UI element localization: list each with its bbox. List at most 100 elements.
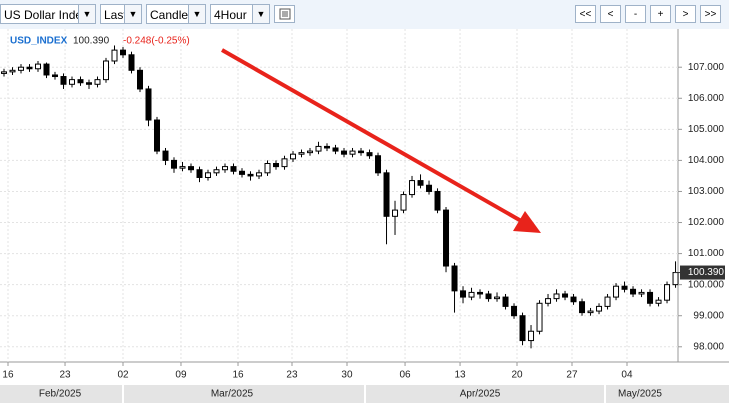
candle-body [60,76,67,85]
nav-button[interactable]: < [600,5,621,23]
candle-body [655,299,662,304]
candle-body [188,166,195,171]
candle-body [26,66,33,70]
candle-body [468,291,475,298]
candle-body [664,284,671,301]
candle-body [77,79,84,84]
candle-body [400,194,407,211]
candle-body [0,71,7,74]
candle-body [528,330,535,342]
candle-body [596,305,603,312]
candle-body [281,158,288,168]
nav-button[interactable]: << [575,5,596,23]
y-tick-label: 98.000 [693,341,724,352]
candle-body [68,79,75,85]
candle-body [86,82,93,85]
candle-body [43,63,50,76]
axes: 98.000 99.000 100.000 101.000 102.000 103.000… [2,62,725,400]
candle-body [298,152,305,155]
candle-body [171,159,178,169]
x-tick-label: 04 [621,370,633,381]
candle-body [239,170,246,175]
candle-body [443,209,450,267]
month-label: May/2025 [618,389,662,400]
last-price-label: 100.390 [688,267,725,278]
candle-body [375,155,382,174]
symbol-text: US Dollar Inde [4,8,83,22]
candle-body [307,150,314,154]
price-type-select[interactable]: Last ▼ [100,4,142,24]
candle-body [604,296,611,307]
month-label: Feb/2025 [39,389,82,400]
candle-body [349,150,356,155]
y-tick-label: 103.000 [688,186,725,197]
symbol-select[interactable]: US Dollar Inde ▼ [0,4,96,24]
interval-select[interactable]: 4Hour ▼ [210,4,270,24]
candle-body [111,49,118,62]
candle-body [519,315,526,342]
candle-body [222,166,229,171]
trend-arrow [221,48,531,228]
candle-body [17,66,24,71]
candle-body [213,169,220,174]
y-tick-label: 105.000 [688,124,725,135]
candle-body [9,69,16,73]
candles [0,45,679,349]
x-tick-label: 20 [511,370,523,381]
candle-body [621,285,628,290]
y-tick-label: 100.000 [688,279,725,290]
candle-body [613,285,620,298]
candle-body [536,302,543,332]
month-label: Mar/2025 [211,389,254,400]
candle-body [587,310,594,314]
grid [0,29,678,362]
last-price-box [680,265,725,280]
candle-body [179,166,186,169]
candle-body [672,272,679,286]
candle-body [417,180,424,186]
x-axis-area [0,362,729,385]
plot-area [0,29,678,362]
list-icon [279,8,290,20]
x-tick-label: 16 [2,370,14,381]
settings-button[interactable] [274,5,295,23]
candle-body [545,298,552,304]
candle-body [137,69,144,90]
chart-style-select[interactable]: Candle ▼ [146,4,206,24]
candle-body [434,190,441,211]
candle-body [392,209,399,217]
candle-body [94,79,101,85]
nav-button[interactable]: >> [700,5,721,23]
candle-body [324,145,331,149]
candle-body [256,172,263,177]
y-tick-label: 102.000 [688,217,725,228]
candle-body [494,296,501,300]
candle-body [460,290,467,298]
change-text: -0.248(-0.25%) [123,36,190,47]
candle-body [290,153,297,160]
candle-body [51,74,58,78]
nav-button[interactable]: + [650,5,671,23]
candle-body [247,173,254,177]
interval-text: 4Hour [214,8,247,22]
candle-body [383,172,390,217]
nav-button[interactable]: - [625,5,646,23]
candle-body [366,152,373,157]
candle-body [273,163,280,168]
y-tick-label: 99.000 [693,310,724,321]
candle-body [154,119,161,152]
last-text: 100.390 [73,36,110,47]
dropdown-arrow: ▼ [124,5,141,23]
dropdown-arrow: ▼ [188,5,205,23]
candle-body [341,150,348,155]
chart: USD_INDEX 100.390 -0.248(-0.25%) 98.0009… [0,29,729,403]
candle-body [358,150,365,154]
chart-style-text: Candle [150,8,189,22]
candle-body [264,163,271,174]
nav-button[interactable]: > [675,5,696,23]
x-tick-label: 27 [566,370,578,381]
candle-body [120,49,127,56]
dropdown-arrow: ▼ [252,5,269,23]
candle-body [579,301,586,314]
